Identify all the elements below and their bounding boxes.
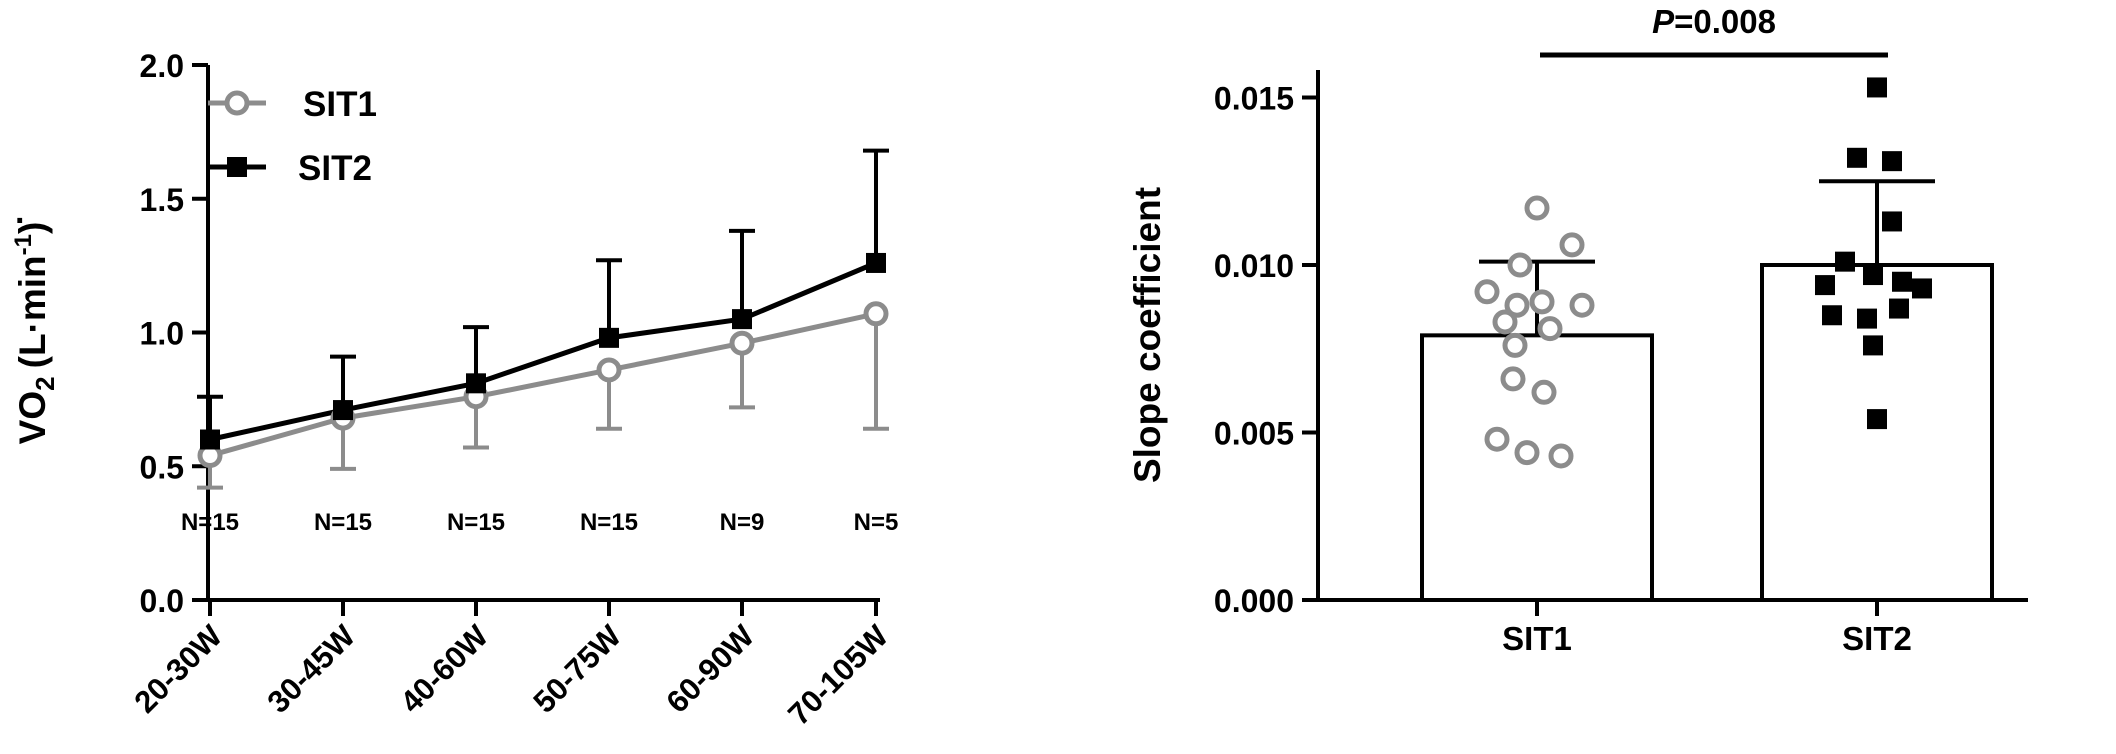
right-x-tick-label: SIT2 [1842, 620, 1912, 657]
y-label-close: ) [12, 222, 53, 234]
n-label: N=5 [854, 509, 899, 536]
sit2-point [466, 373, 486, 394]
significance-annotation: P=0.008 [1652, 3, 1776, 40]
sit1-data-point [1529, 289, 1555, 315]
sit1-data-point [1484, 426, 1510, 452]
left-y-tick-label: 1.0 [140, 316, 184, 352]
right-y-tick-label: 0.010 [1214, 248, 1294, 284]
n-label: N=9 [720, 509, 765, 536]
left-x-tick-label: 60-90W [659, 618, 761, 720]
sit2-data-point [1867, 77, 1887, 98]
sit1-point [729, 330, 755, 356]
sit2-data-point [1815, 275, 1835, 296]
left-y-tick-label: 1.5 [140, 182, 184, 218]
right-y-tick-label: 0.005 [1214, 416, 1294, 452]
sit1-data-point [1514, 440, 1540, 466]
sit1-data-point [1492, 309, 1518, 335]
left-y-tick-label: 2.0 [140, 48, 184, 84]
left-x-tick-label: 20-30W [127, 618, 229, 720]
sit2-data-point [1867, 409, 1887, 430]
sit2-data-point [1912, 278, 1932, 299]
y-label-main: VO [12, 391, 53, 444]
sit2-data-point [1822, 305, 1842, 326]
legend-sit1-marker [224, 90, 250, 116]
bar-sit1 [1420, 333, 1654, 602]
sit2-point [333, 400, 353, 421]
right-y-tick-label: 0.015 [1214, 81, 1294, 117]
sit1-data-point [1569, 292, 1595, 318]
sit2-point [599, 327, 619, 348]
sit2-data-point [1847, 147, 1867, 168]
legend-sit2-label: SIT2 [298, 149, 372, 188]
right-y-axis-label: Slope coefficient [1127, 187, 1168, 483]
sit1-data-point [1531, 379, 1557, 405]
sit2-point [200, 429, 220, 450]
right-x-tick-label: SIT1 [1502, 620, 1572, 657]
sit1-data-point [1507, 252, 1533, 278]
right-y-tick-label: 0.000 [1214, 583, 1294, 619]
sit2-data-point [1882, 151, 1902, 172]
sit2-data-point [1857, 308, 1877, 329]
sit1-data-point [1502, 332, 1528, 358]
legend: SIT1 SIT2 [208, 85, 377, 188]
sit2-data-point [1863, 335, 1883, 356]
n-label: N=15 [580, 509, 638, 536]
left-x-tick-label: 40-60W [393, 618, 495, 720]
left-x-tick-label: 50-75W [526, 618, 628, 720]
sit1-data-point [1537, 316, 1563, 342]
slope-bar-chart: 0.000 0.005 0.010 0.015 SIT1 SIT2 Slope coef… [1127, 3, 2028, 657]
left-y-tick-label: 0.5 [140, 449, 184, 485]
n-label: N=15 [181, 509, 239, 536]
sit2-point [866, 252, 886, 273]
sit2-data-point [1892, 271, 1912, 292]
sit1-series-line [209, 311, 877, 458]
n-label: N=15 [447, 509, 505, 536]
legend-sit1-label: SIT1 [303, 85, 377, 124]
sit1-data-point [1524, 195, 1550, 221]
annotation-value: =0.008 [1674, 3, 1776, 40]
sit2-data-point [1863, 265, 1883, 286]
sit1-point [596, 357, 622, 383]
vo2-line-chart: 0.0 0.5 1.0 1.5 2.0 20-30W 30-45W 40-60W 50-75W… [10, 48, 898, 732]
sit1-data-point [1548, 443, 1574, 469]
y-label-sub: 2 [30, 376, 60, 390]
left-y-tick-label: 0.0 [140, 583, 184, 619]
left-x-tick-label: 30-45W [260, 618, 362, 720]
sit2-series-line [209, 260, 877, 442]
legend-sit2-marker [227, 157, 247, 177]
y-label-sup: -1 [10, 234, 37, 255]
sit2-data-point [1889, 298, 1909, 319]
sit1-data-point [1559, 232, 1585, 258]
vo2-dot: · [15, 202, 26, 240]
n-label: N=15 [314, 509, 372, 536]
sit2-point [732, 309, 752, 330]
sit1-data-point [1504, 292, 1530, 318]
y-label-rest: (L·min [12, 255, 53, 368]
left-x-tick-label: 70-105W [781, 618, 895, 732]
sit1-data-point [1500, 366, 1526, 392]
left-y-axis-label: VO2 (L·min-1) [10, 222, 60, 445]
sit1-point [863, 301, 889, 327]
annotation-p: P [1652, 3, 1675, 40]
sit1-data-point [1474, 279, 1500, 305]
sit2-data-point [1882, 211, 1902, 232]
sit2-data-point [1835, 251, 1855, 272]
